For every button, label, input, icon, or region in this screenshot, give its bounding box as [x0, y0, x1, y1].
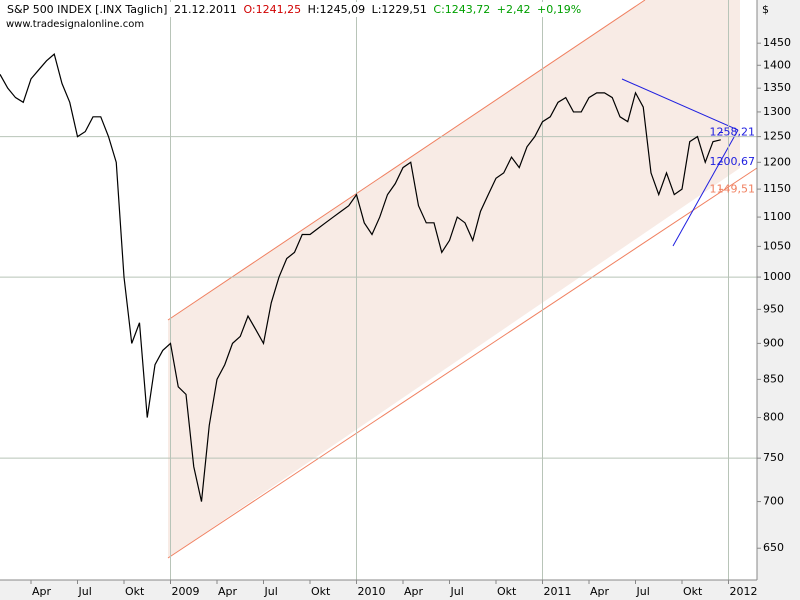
y-tick-label: 1350: [763, 81, 791, 94]
y-tick-label: 700: [763, 495, 784, 508]
triangle-upper: [621, 78, 739, 131]
y-tick-label: 1400: [763, 58, 791, 71]
annotation-label: 1149,51: [710, 182, 756, 195]
y-tick-label: 1250: [763, 130, 791, 143]
x-tick-label: Jul: [450, 585, 464, 598]
y-tick-label: 950: [763, 302, 784, 315]
change-pct: +0,19%: [537, 3, 582, 16]
channel-upper: [167, 0, 646, 321]
y-tick-label: 1150: [763, 182, 791, 195]
source: www.tradesignalonline.com: [6, 19, 145, 30]
y-tick-label: 1450: [763, 36, 791, 49]
x-tick-label: Okt: [683, 585, 703, 598]
header: S&P 500 INDEX [.INX Taglich] 21.12.2011 …: [4, 2, 588, 17]
y-axis-label: $: [762, 3, 769, 16]
y-tick-label: 1300: [763, 105, 791, 118]
price-line: [0, 53, 721, 502]
title: S&P 500 INDEX [.INX Taglich]: [7, 3, 168, 16]
change: +2,42: [496, 3, 531, 16]
y-tick-label: 900: [763, 336, 784, 349]
y-tick-label: 800: [763, 411, 784, 424]
y-tick-label: 1000: [763, 270, 791, 283]
grid: [0, 0, 757, 580]
x-tick-label: 2012: [730, 585, 758, 598]
y-tick-label: 1100: [763, 210, 791, 223]
x-tick-label: 2010: [358, 585, 386, 598]
open: O:1241,25: [243, 3, 302, 16]
x-tick-label: 2011: [544, 585, 572, 598]
trend-channel: [168, 0, 740, 558]
annotation-label: 1200,67: [710, 155, 756, 168]
x-tick-label: Jul: [636, 585, 650, 598]
y-tick-label: 750: [763, 451, 784, 464]
close: C:1243,72: [433, 3, 491, 16]
y-tick-label: 850: [763, 372, 784, 385]
y-tick-label: 650: [763, 541, 784, 554]
x-tick-label: Okt: [497, 585, 517, 598]
x-tick-label: Okt: [311, 585, 331, 598]
high: H:1245,09: [307, 3, 366, 16]
x-tick-label: Okt: [125, 585, 145, 598]
x-tick-label: 2009: [172, 585, 200, 598]
y-tick-label: 1050: [763, 239, 791, 252]
low: L:1229,51: [371, 3, 427, 16]
x-tick-label: Apr: [404, 585, 424, 598]
x-tick-label: Jul: [78, 585, 92, 598]
x-tick-label: Apr: [590, 585, 610, 598]
x-tick-label: Apr: [218, 585, 238, 598]
x-tick-label: Apr: [32, 585, 52, 598]
date: 21.12.2011: [173, 3, 237, 16]
x-tick-label: Jul: [264, 585, 278, 598]
y-tick-label: 1200: [763, 155, 791, 168]
marks: [0, 53, 721, 502]
annotation-label: 1258,21: [710, 125, 756, 138]
triangle-lower: [672, 129, 739, 247]
channel-lower: [167, 167, 758, 559]
